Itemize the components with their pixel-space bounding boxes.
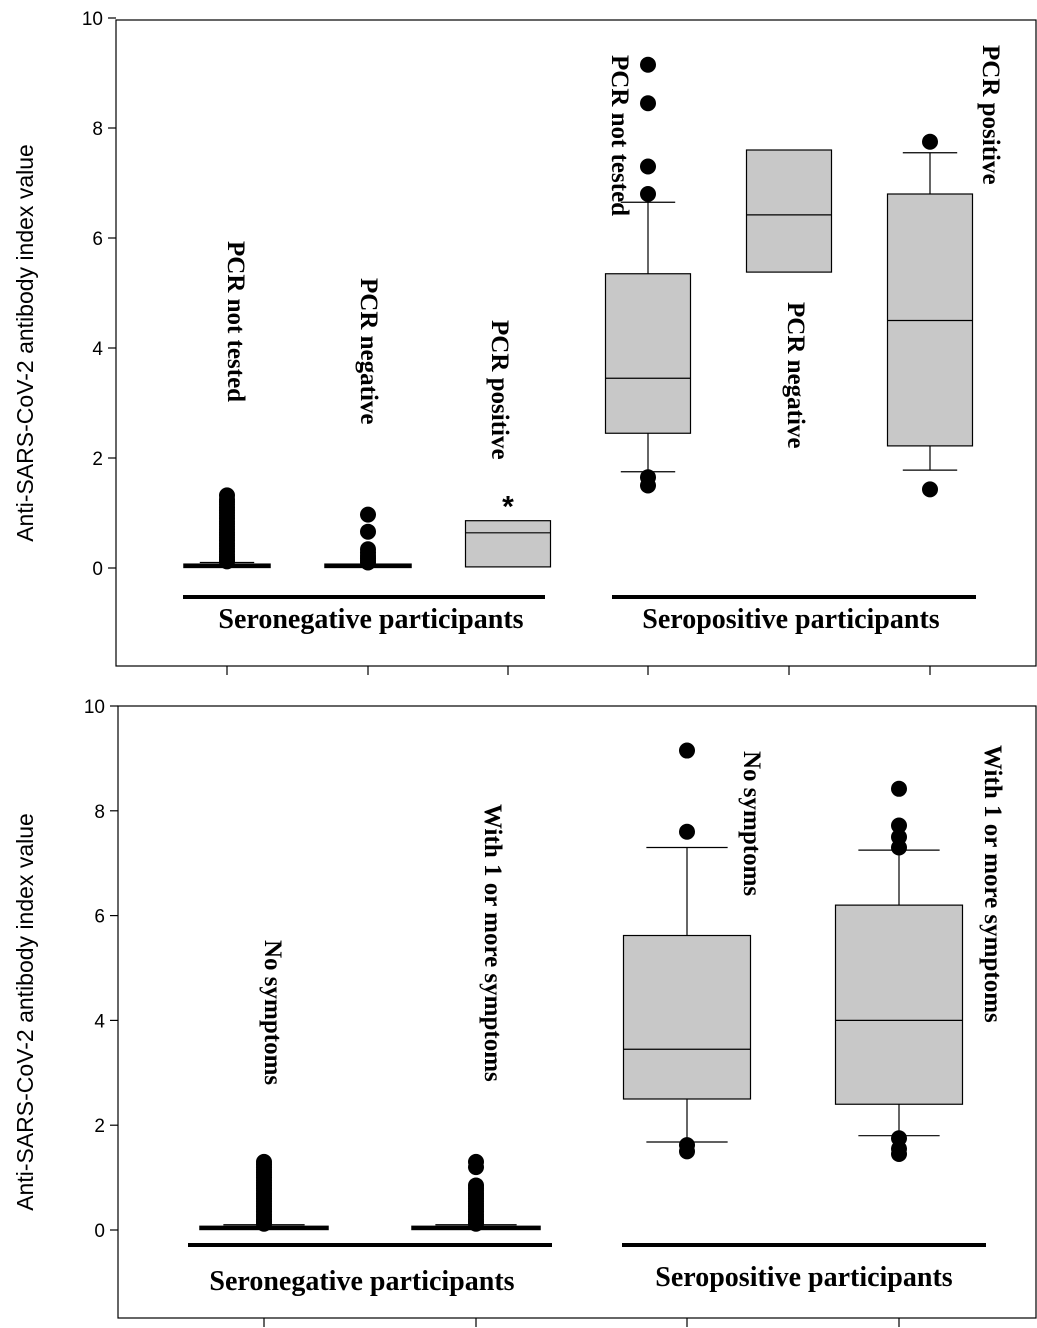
y-tick-label: 6 (94, 907, 105, 928)
box-3 (834, 780, 964, 1163)
y-tick-label: 10 (82, 9, 103, 30)
box-4 (745, 149, 833, 273)
category-label: PCR negative (355, 278, 382, 425)
box-1 (411, 1153, 541, 1232)
box-3 (604, 56, 692, 494)
outlier-point (219, 487, 235, 504)
outlier-point (360, 541, 376, 558)
y-tick-label: 8 (92, 119, 103, 140)
box-0 (199, 1153, 329, 1232)
outlier-point (256, 1153, 272, 1170)
box-0 (183, 487, 271, 570)
category-label: PCR positive (977, 45, 1004, 185)
y-tick-label: 0 (92, 559, 103, 580)
y-tick-label: 4 (94, 1011, 105, 1032)
box-body (834, 904, 964, 1105)
box-5 (886, 133, 974, 498)
box-1 (324, 506, 412, 571)
box-2 (622, 742, 752, 1160)
outlier-point (922, 481, 938, 498)
outlier-point (891, 817, 907, 834)
panel-top: 0 2 4 6 8 10 Anti-SARS-CoV-2 antibody index va… (12, 9, 1037, 675)
outlier-point (891, 1130, 907, 1147)
outlier-point (679, 1137, 695, 1154)
plot-frame (115, 19, 1037, 667)
category-label: PCR not tested (606, 55, 633, 216)
category-label: PCR positive (486, 320, 513, 460)
y-tick-label: 6 (92, 229, 103, 250)
y-axis-label: Anti-SARS-CoV-2 antibody index value (12, 813, 38, 1211)
category-label: With 1 or more symptoms (479, 804, 506, 1082)
outlier-point (468, 1177, 484, 1194)
outlier-point (360, 506, 376, 523)
outlier-point (922, 133, 938, 150)
outlier-point (891, 780, 907, 797)
plot-frame (117, 705, 1037, 1319)
y-tick-label: 10 (84, 697, 105, 718)
outlier-point (640, 95, 656, 112)
box-body (464, 520, 552, 568)
group-label: Seropositive participants (642, 604, 939, 635)
outlier-point (360, 523, 376, 540)
panel-bottom: 0 2 4 6 8 10 Anti-SARS-CoV-2 antibody index va… (12, 697, 1037, 1327)
outlier-point (640, 186, 656, 202)
category-label: No symptoms (738, 751, 765, 896)
y-axis-label: Anti-SARS-CoV-2 antibody index value (12, 144, 38, 542)
y-tick-label: 8 (94, 802, 105, 823)
outlier-point (891, 829, 907, 845)
y-tick-label: 2 (92, 449, 103, 470)
y-tick-label: 0 (94, 1221, 105, 1242)
outlier-point (640, 158, 656, 175)
category-label: PCR negative (782, 302, 809, 449)
box-body (745, 149, 833, 273)
category-label: PCR not tested (222, 241, 249, 402)
group-label: Seronegative participants (209, 1266, 514, 1297)
y-tick-label: 4 (92, 339, 103, 360)
category-label: No symptoms (259, 940, 286, 1085)
outlier-point (468, 1153, 484, 1170)
outlier-point (679, 823, 695, 840)
box-body (604, 273, 692, 434)
outlier-point (679, 742, 695, 759)
significance-marker: * (502, 491, 514, 524)
y-tick-label: 2 (94, 1116, 105, 1137)
outlier-point (640, 56, 656, 73)
group-label: Seronegative participants (218, 604, 523, 635)
outlier-point (640, 469, 656, 486)
category-label: With 1 or more symptoms (979, 745, 1006, 1023)
box-body (622, 934, 752, 1100)
box-2: * (464, 491, 552, 568)
group-label: Seropositive participants (655, 1262, 952, 1293)
